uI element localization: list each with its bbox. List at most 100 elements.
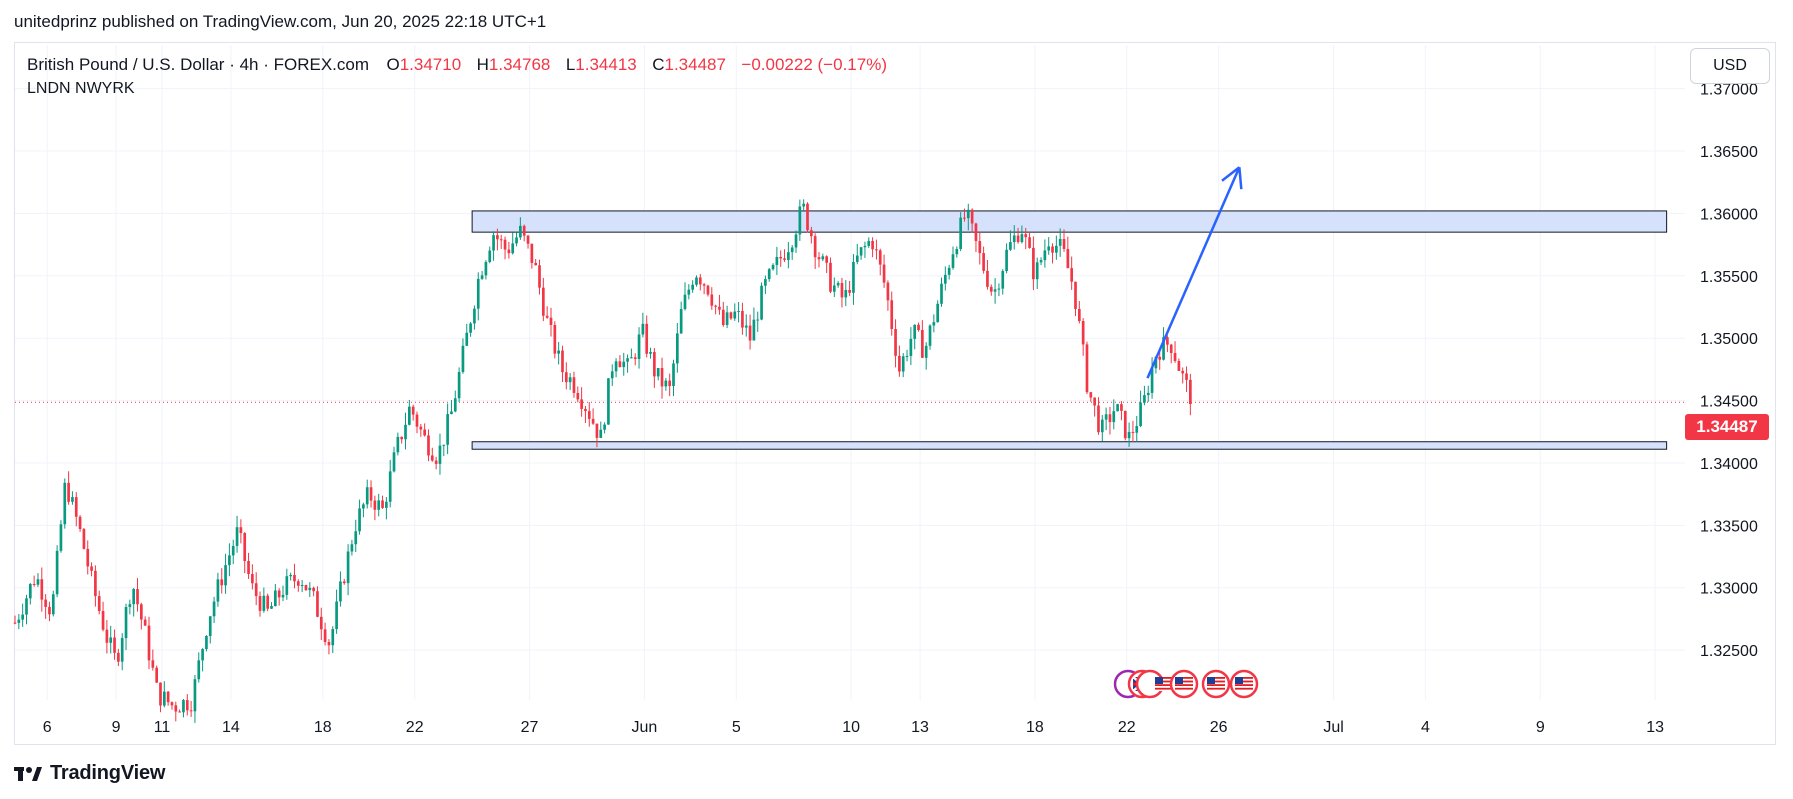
candle-body [1093, 397, 1096, 406]
candle-body [369, 487, 373, 501]
grid-lines [15, 45, 1685, 700]
candle-body [1150, 368, 1154, 393]
candle-body [871, 240, 874, 250]
candle-body [411, 406, 415, 415]
candle-body [840, 282, 844, 298]
candle-body [519, 225, 522, 238]
currency-button[interactable]: USD [1690, 48, 1770, 84]
candle-body [656, 368, 660, 377]
candle-body [675, 333, 679, 364]
candle-body [530, 243, 534, 263]
candle-body [44, 599, 47, 607]
candle-body [1028, 237, 1031, 248]
candle-body [741, 310, 744, 328]
candle-body [281, 594, 285, 598]
candle-body [13, 622, 17, 624]
x-tick-label: 27 [521, 719, 539, 736]
candle-body [1005, 249, 1008, 272]
candle-body [943, 274, 947, 284]
candle-body [499, 239, 503, 241]
candle-body [450, 411, 453, 415]
candle-body [201, 649, 204, 661]
candle-body [595, 423, 599, 438]
flag-stripe [1155, 687, 1173, 690]
candle-body [614, 361, 618, 372]
legend-low-label: L [565, 55, 576, 74]
candle-body [71, 497, 74, 502]
candle-body [687, 289, 691, 295]
candle-body [358, 508, 361, 532]
us-flag-icon-2 [1175, 677, 1193, 691]
x-tick-label: 11 [154, 719, 171, 736]
candle-body [1162, 337, 1165, 360]
tradingview-logo-icon [14, 766, 42, 781]
candle-body [228, 555, 231, 566]
candle-body [101, 611, 105, 630]
resistance-zone [471, 210, 1668, 233]
candle-body [725, 312, 729, 325]
candle-body [1066, 248, 1070, 269]
candle-body [522, 225, 526, 236]
candle-body [1085, 344, 1089, 393]
candle-body [159, 682, 162, 706]
candle-body [526, 235, 530, 244]
y-tick-label: 1.34500 [1700, 394, 1758, 411]
candle-body [220, 579, 224, 586]
session-label: LNDN NWYRK [27, 80, 135, 97]
candle-body [319, 616, 323, 630]
candle-body [917, 324, 920, 331]
flag-stripe [1175, 677, 1193, 679]
candle-body [296, 581, 300, 586]
candle-body [809, 230, 813, 237]
candle-body [235, 527, 239, 546]
candle-body [120, 638, 124, 662]
candle-body [867, 240, 871, 246]
candle-body [231, 545, 235, 556]
flag-stripe [1235, 677, 1253, 679]
arrow-shaft [1146, 166, 1241, 379]
candle-body [243, 533, 247, 561]
candle-body [564, 372, 568, 383]
candle-body [354, 531, 358, 545]
candle-body [289, 574, 292, 577]
candle-body [262, 595, 266, 611]
candle-body [488, 250, 492, 262]
x-tick-label: Jul [1323, 719, 1343, 736]
candle-body [461, 345, 465, 372]
candle-body [729, 312, 733, 319]
flag-stripe [1207, 687, 1225, 690]
candle-body [239, 527, 243, 534]
candle-body [473, 308, 476, 324]
candle-body [806, 203, 809, 231]
candle-body [767, 269, 771, 280]
y-tick-label: 1.34000 [1700, 456, 1758, 473]
candle-body [721, 309, 725, 325]
candle-body [503, 239, 507, 250]
candle-body [1039, 260, 1043, 263]
flag-stripe [1207, 677, 1225, 679]
candle-body [630, 357, 633, 359]
candle-body [1024, 234, 1028, 238]
candle-body [331, 629, 335, 646]
flag-stripe [1235, 680, 1253, 683]
candle-body [25, 598, 28, 615]
x-tick-label: 22 [406, 719, 424, 736]
x-tick-label: 26 [1210, 719, 1228, 736]
candle-body [266, 595, 270, 609]
candle-body [584, 408, 587, 412]
candle-body [901, 356, 905, 372]
us-flag-icon-1 [1155, 677, 1173, 691]
candle-body [859, 247, 863, 256]
candle-body [419, 426, 423, 430]
candle-body [637, 334, 641, 359]
tradingview-logo[interactable]: TradingView [14, 762, 165, 785]
candle-body [457, 371, 461, 399]
candle-body [836, 282, 840, 286]
candle-body [1127, 431, 1131, 439]
flag-stripe [1155, 684, 1173, 686]
legend-close-value: 1.34487 [664, 55, 726, 74]
candle-body [660, 368, 664, 387]
candle-body [113, 637, 116, 653]
candle-body [538, 265, 541, 288]
